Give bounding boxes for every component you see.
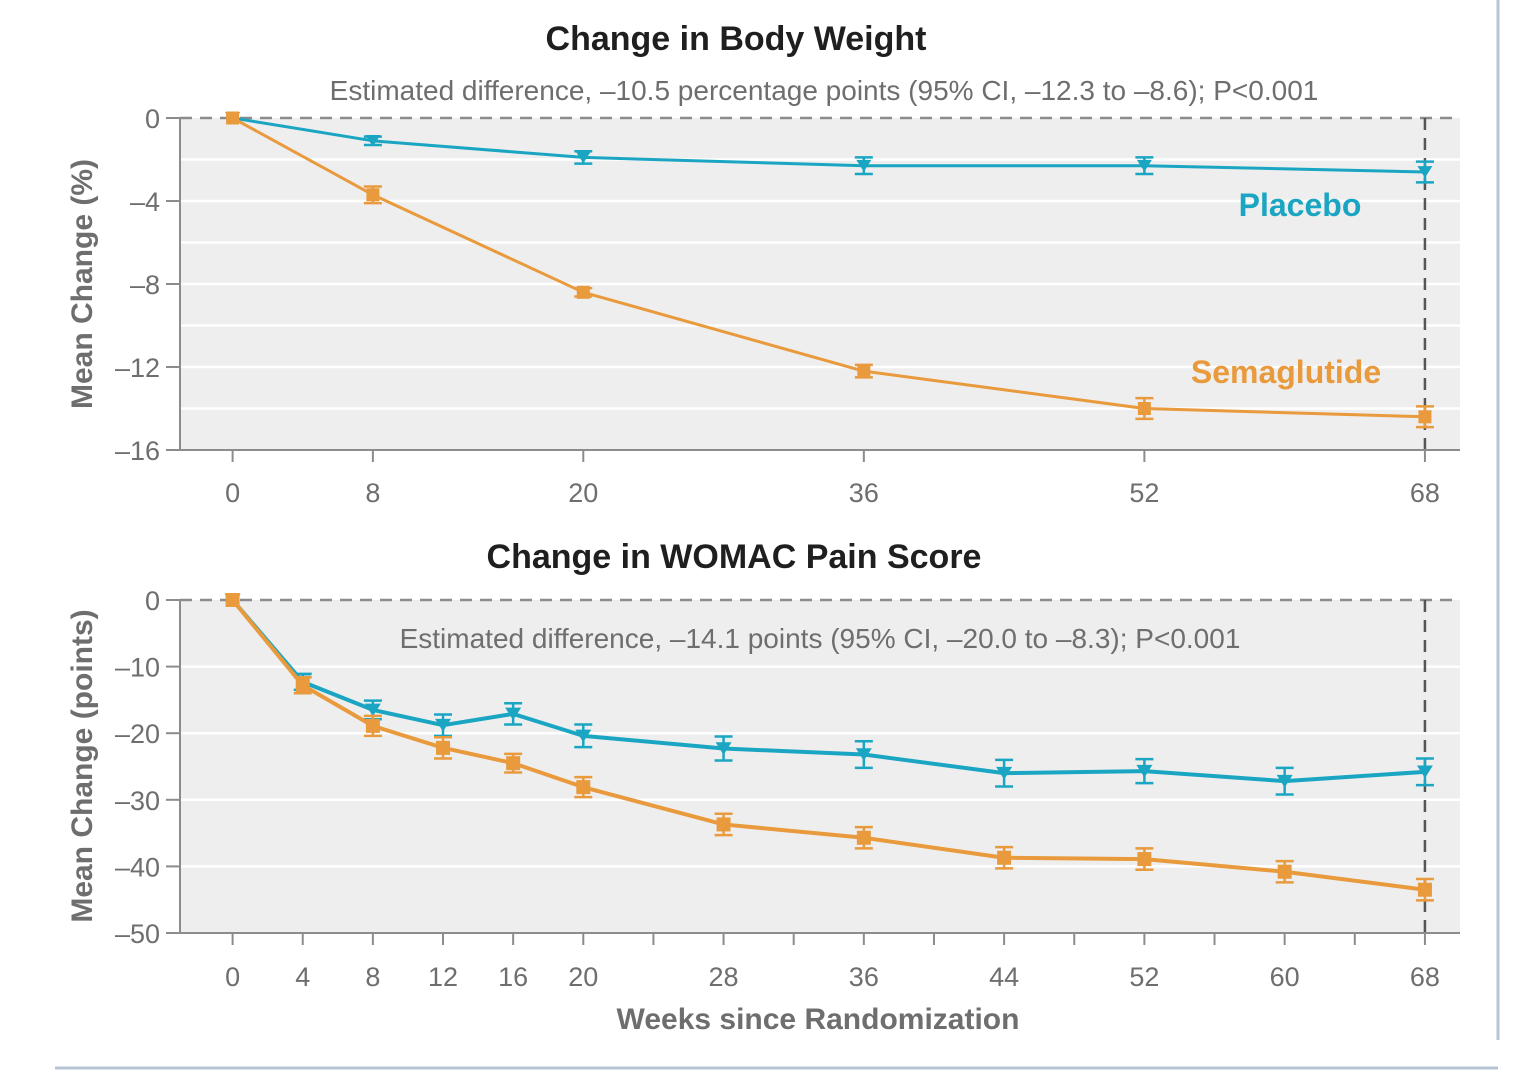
body-weight-y-tick-label: –16 xyxy=(115,436,160,466)
womac-pain-x-tick-label: 60 xyxy=(1270,962,1300,992)
womac-pain-semaglutide-point xyxy=(1417,882,1432,897)
womac-pain-x-tick-label: 36 xyxy=(849,962,879,992)
body-weight-series xyxy=(225,111,1434,429)
womac-pain-placebo-point xyxy=(364,703,381,717)
womac-pain-semaglutide-point xyxy=(295,678,310,693)
womac-pain-placebo-line xyxy=(231,598,1426,784)
body-weight-y-tick-label: –8 xyxy=(130,270,160,300)
womac-pain-semaglutide-point xyxy=(576,780,591,795)
body-weight-semaglutide-point xyxy=(366,188,380,202)
womac-pain-placebo-point xyxy=(435,718,452,732)
body-weight-title: Change in Body Weight xyxy=(546,20,927,58)
womac-pain-semaglutide-point xyxy=(716,817,731,832)
body-weight-x-tick-label: 36 xyxy=(849,478,879,508)
womac-pain-y-tick-label: 0 xyxy=(145,586,160,616)
body-weight-placebo-line xyxy=(232,116,1425,174)
womac-pain-x-tick-label: 12 xyxy=(428,962,458,992)
womac-pain-placebo-point xyxy=(715,742,732,755)
womac-pain-x-tick-label: 20 xyxy=(568,962,598,992)
body-weight-placebo-point xyxy=(365,134,381,147)
body-weight-semaglutide-label: Semaglutide xyxy=(1191,354,1381,390)
womac-pain-title: Change in WOMAC Pain Score xyxy=(487,538,982,576)
womac-pain-semaglutide-point xyxy=(997,850,1012,865)
womac-pain-semaglutide-point xyxy=(506,756,521,771)
womac-pain-placebo-point xyxy=(855,748,872,761)
womac-pain-semaglutide-point xyxy=(1137,852,1152,867)
body-weight-placebo-point xyxy=(575,151,591,164)
womac-pain-x-tick-label: 68 xyxy=(1410,962,1440,992)
body-weight-x-tick-label: 8 xyxy=(365,478,380,508)
body-weight-semaglutide-line xyxy=(231,116,1425,419)
body-weight-x-tick-label: 0 xyxy=(225,478,240,508)
body-weight-semaglutide-point xyxy=(1137,402,1151,415)
body-weight-placebo-label: Placebo xyxy=(1239,187,1362,223)
womac-pain-x-tick-label: 16 xyxy=(498,962,528,992)
womac-pain-placebo-point xyxy=(1136,764,1153,778)
womac-pain-axes: 0 –10 –20 –30 –40 –50 0 4 8 12 16 20 28 36 44 52 60 68 xyxy=(115,586,1460,992)
body-weight-semaglutide-point xyxy=(857,364,871,378)
body-weight-semaglutide-point xyxy=(1418,410,1432,424)
womac-pain-series xyxy=(224,593,1434,902)
womac-pain-annotation: Estimated difference, –14.1 points (95% … xyxy=(400,623,1241,654)
body-weight-semaglutide-point xyxy=(576,285,590,299)
womac-pain-y-tick-label: –40 xyxy=(115,852,160,882)
womac-pain-x-tick-label: 4 xyxy=(295,962,310,992)
womac-pain-y-tick-label: –50 xyxy=(115,919,160,949)
womac-pain-x-tick-label: 28 xyxy=(709,962,739,992)
womac-pain-semaglutide-line xyxy=(231,598,1426,892)
womac-pain-x-tick-label: 8 xyxy=(365,962,380,992)
womac-pain-x-tick-label: 44 xyxy=(989,962,1019,992)
body-weight-x-tick-label: 20 xyxy=(568,478,598,508)
body-weight-x-tick-label: 68 xyxy=(1410,478,1440,508)
body-weight-placebo-point xyxy=(856,159,872,172)
womac-pain-semaglutide-point xyxy=(1277,864,1292,879)
body-weight-placebo-point xyxy=(1136,159,1152,172)
womac-pain-semaglutide-point xyxy=(225,593,240,607)
body-weight-y-axis-label: Mean Change (%) xyxy=(66,159,99,409)
womac-pain-y-axis-label: Mean Change (points) xyxy=(66,609,99,922)
body-weight-annotation: Estimated difference, –10.5 percentage p… xyxy=(330,75,1319,106)
womac-pain-x-tick-label: 52 xyxy=(1129,962,1159,992)
body-weight-y-tick-label: 0 xyxy=(145,104,160,134)
womac-pain-placebo-point xyxy=(1416,765,1433,779)
womac-pain-semaglutide-point xyxy=(436,740,451,755)
body-weight-chart: 0 –4 –8 –12 –16 0 8 20 36 52 68 Change in Body Wei… xyxy=(66,20,1460,508)
womac-pain-semaglutide-point xyxy=(856,830,871,845)
womac-pain-semaglutide-point xyxy=(365,718,380,733)
womac-pain-y-tick-label: –30 xyxy=(115,786,160,816)
body-weight-y-tick-label: –4 xyxy=(130,187,160,217)
body-weight-placebo-point xyxy=(1417,166,1433,178)
body-weight-x-tick-label: 52 xyxy=(1129,478,1159,508)
body-weight-gridlines xyxy=(180,116,1460,450)
body-weight-y-tick-label: –12 xyxy=(115,353,160,383)
womac-pain-placebo-point xyxy=(1276,774,1293,788)
womac-pain-x-axis-label: Weeks since Randomization xyxy=(617,1003,1020,1036)
womac-pain-y-tick-label: –20 xyxy=(115,719,160,749)
womac-pain-x-tick-label: 0 xyxy=(225,962,240,992)
womac-pain-plot-area xyxy=(180,600,1460,933)
womac-pain-y-tick-label: –10 xyxy=(115,653,160,683)
womac-pain-placebo-point xyxy=(996,766,1013,780)
womac-pain-chart: 0 –10 –20 –30 –40 –50 0 4 8 12 16 20 28 36 44 52 60 68 Ch… xyxy=(66,538,1460,1036)
body-weight-axes: 0 –4 –8 –12 –16 0 8 20 36 52 68 xyxy=(115,104,1460,508)
womac-pain-placebo-point xyxy=(505,707,522,721)
body-weight-semaglutide-point xyxy=(226,111,240,125)
womac-pain-placebo-point xyxy=(575,729,592,743)
